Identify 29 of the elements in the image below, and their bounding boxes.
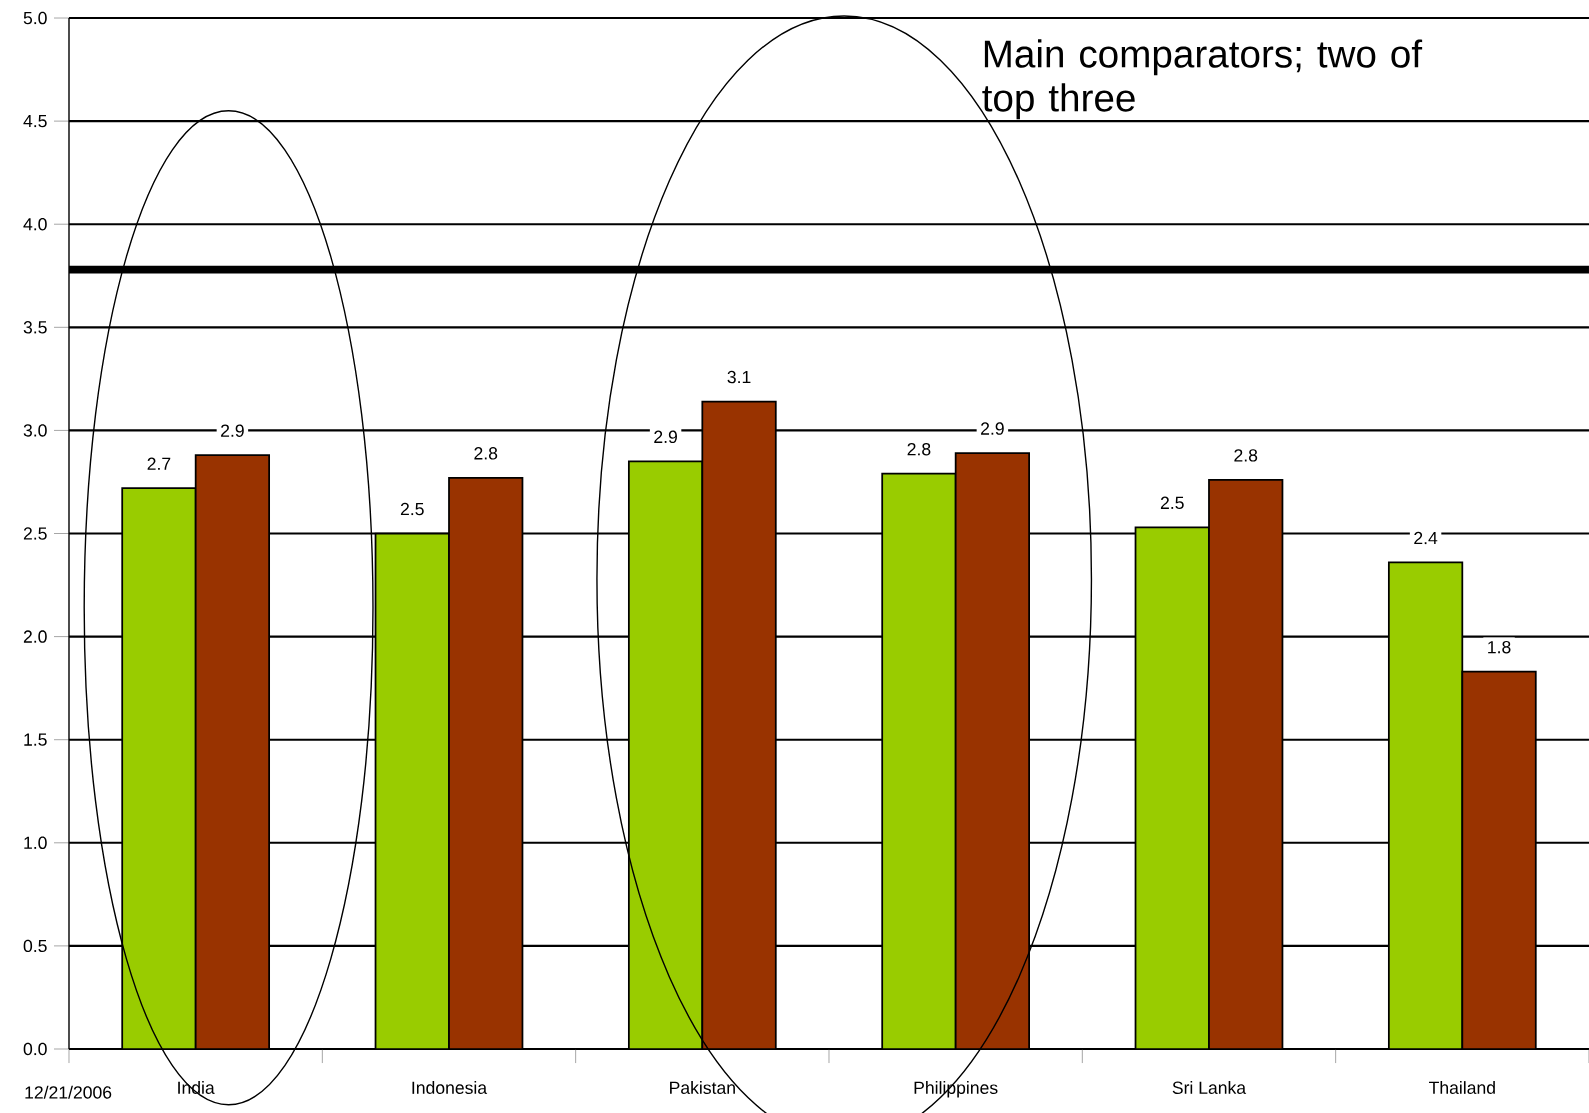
data-label: 2.9 xyxy=(221,424,244,437)
x-tick-label: Thailand xyxy=(1429,1081,1495,1095)
x-tick-label: Sri Lanka xyxy=(1172,1081,1247,1095)
data-label: 2.5 xyxy=(1160,496,1184,510)
data-label: 2.4 xyxy=(1414,531,1438,545)
data-label: 1.8 xyxy=(1488,640,1511,654)
data-label: 2.5 xyxy=(400,502,424,516)
data-label: 2.9 xyxy=(981,422,1004,435)
y-tick-label: 0.5 xyxy=(23,939,47,953)
annotation: Main comparators; two of top three xyxy=(982,39,1423,120)
y-tick-label: 1.0 xyxy=(24,836,47,850)
data-label: 2.7 xyxy=(147,457,171,470)
y-tick-label: 5.0 xyxy=(23,11,47,25)
data-label: 2.9 xyxy=(654,430,677,444)
x-tick-label: Pakistan xyxy=(670,1081,735,1095)
y-tick-label: 2.0 xyxy=(23,630,47,643)
y-tick-label: 1.5 xyxy=(24,733,47,746)
data-label: 2.8 xyxy=(474,447,498,460)
y-tick-label: 3.5 xyxy=(23,321,47,334)
text: 12/21/2006 xyxy=(25,1085,112,1099)
y-tick-label: 4.0 xyxy=(23,217,47,231)
data-label: 2.8 xyxy=(1234,449,1258,462)
x-tick-label: Indonesia xyxy=(412,1081,488,1095)
y-tick-label: 0.0 xyxy=(23,1042,47,1056)
data-label: 2.8 xyxy=(907,442,931,456)
y-tick-label: 2.5 xyxy=(23,527,47,540)
y-tick-label: 4.5 xyxy=(23,115,47,128)
y-tick-label: 3.0 xyxy=(23,424,47,437)
data-label: 3.1 xyxy=(727,370,751,384)
